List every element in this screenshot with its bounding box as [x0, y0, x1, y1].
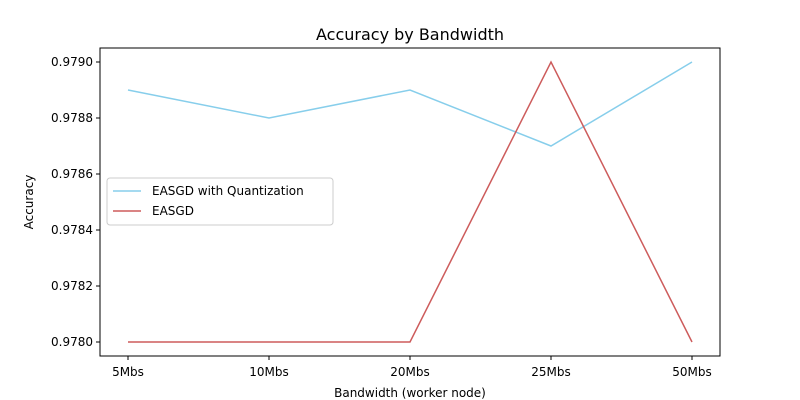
x-tick-label: 25Mbs [531, 365, 571, 379]
legend-box [106, 177, 334, 226]
series-layer [127, 60, 693, 343]
x-axis: 5Mbs 10Mbs 20Mbs 25Mbs 50Mbs [112, 356, 712, 379]
y-tick-label: 0.9782 [51, 279, 93, 293]
y-axis: 0.9780 0.9782 0.9784 0.9786 0.9788 0.9790 [51, 55, 100, 349]
y-tick-label: 0.9780 [51, 335, 93, 349]
x-tick-label: 20Mbs [390, 365, 430, 379]
chart-title: Accuracy by Bandwidth [316, 25, 504, 44]
legend: EASGD with Quantization EASGD [106, 177, 334, 226]
legend-label-easgd-quantization: EASGD with Quantization [152, 184, 304, 198]
series-line-easgd-quantization [127, 61, 693, 147]
y-tick-label: 0.9788 [51, 111, 93, 125]
x-tick-label: 10Mbs [249, 365, 289, 379]
y-tick-label: 0.9786 [51, 167, 93, 181]
y-axis-label: Accuracy [22, 175, 36, 230]
legend-label-easgd: EASGD [152, 204, 194, 218]
x-tick-label: 5Mbs [112, 365, 144, 379]
y-tick-label: 0.9784 [51, 223, 93, 237]
y-tick-label: 0.9790 [51, 55, 93, 69]
x-axis-label: Bandwidth (worker node) [334, 386, 486, 400]
x-tick-label: 50Mbs [672, 365, 712, 379]
